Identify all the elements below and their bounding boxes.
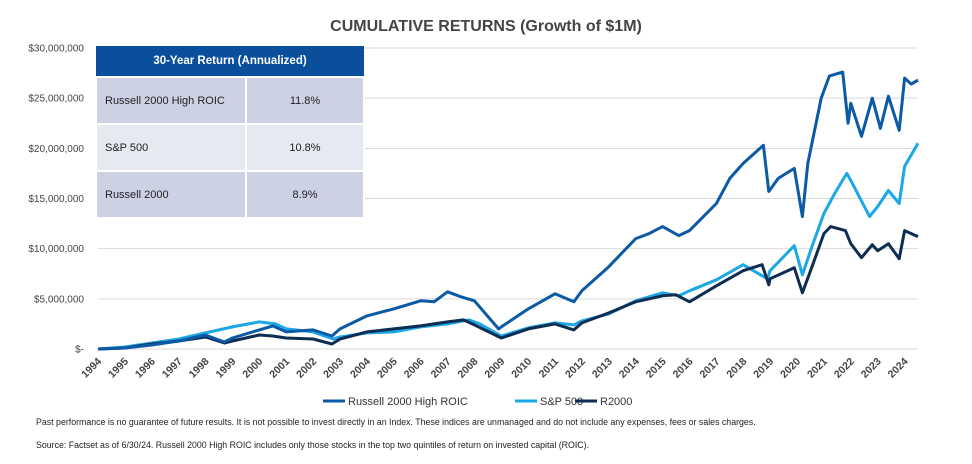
index-name: Russell 2000	[95, 170, 247, 219]
legend: Russell 2000 High ROIC S&P 500 R2000	[323, 396, 632, 408]
x-tick-label: 2014	[617, 356, 642, 381]
return-value: 10.8%	[245, 123, 365, 172]
x-tick-label: 2024	[886, 356, 911, 381]
x-tick-label: 2013	[590, 356, 615, 381]
annualized-return-table: 30-Year Return (Annualized) Russell 2000…	[95, 46, 365, 219]
source-note: Source: Factset as of 6/30/24. Russell 2…	[36, 440, 590, 450]
x-tick-label: 1994	[79, 356, 104, 381]
table-row: Russell 2000 High ROIC 11.8%	[95, 76, 365, 125]
x-tick-label: 2000	[240, 356, 265, 381]
x-tick-label: 2018	[724, 356, 749, 381]
table-row: S&P 500 10.8%	[95, 123, 365, 172]
x-tick-label: 2016	[671, 356, 696, 381]
legend-label: S&P 500	[540, 396, 583, 408]
x-tick-label: 1999	[214, 356, 239, 381]
series-line-0	[97, 70, 919, 351]
x-tick-label: 2023	[859, 356, 884, 381]
return-value: 11.8%	[245, 76, 365, 125]
x-tick-label: 1995	[106, 356, 131, 381]
x-tick-label: 2001	[267, 356, 292, 381]
y-tick-label: $25,000,000	[28, 94, 84, 105]
x-tick-label: 2007	[429, 356, 454, 381]
x-tick-label: 2021	[805, 356, 830, 381]
x-tick-label: 2009	[482, 356, 507, 381]
gridlines	[98, 47, 918, 350]
return-value: 8.9%	[245, 170, 365, 219]
x-tick-label: 2019	[751, 356, 776, 381]
x-tick-label: 2012	[563, 356, 588, 381]
cumulative-returns-chart: CUMULATIVE RETURNS (Growth of $1M) $- $5,…	[28, 18, 920, 408]
y-tick-label: $10,000,000	[28, 244, 84, 255]
table-header: 30-Year Return (Annualized)	[96, 46, 364, 77]
index-name: Russell 2000 High ROIC	[95, 76, 247, 125]
y-tick-label: $5,000,000	[34, 294, 84, 305]
chart-title: CUMULATIVE RETURNS (Growth of $1M)	[330, 18, 642, 35]
legend-label: Russell 2000 High ROIC	[348, 396, 468, 408]
series-lines	[97, 70, 920, 351]
y-tick-label: $30,000,000	[28, 44, 84, 55]
x-tick-label: 2015	[644, 356, 669, 381]
y-tick-label: $20,000,000	[28, 144, 84, 155]
x-tick-label: 2005	[375, 356, 400, 381]
x-tick-label: 1996	[133, 356, 158, 381]
series-line-1	[97, 142, 920, 351]
y-axis: $- $5,000,000 $10,000,000 $15,000,000 $20,00…	[28, 44, 84, 356]
y-tick-label: $-	[75, 345, 84, 356]
x-tick-label: 2022	[832, 356, 857, 381]
x-tick-label: 2008	[456, 356, 481, 381]
x-tick-label: 2004	[348, 356, 373, 381]
index-name: S&P 500	[95, 123, 247, 172]
x-tick-label: 2006	[402, 356, 427, 381]
table-row: Russell 2000 8.9%	[95, 170, 365, 219]
x-tick-label: 2017	[697, 356, 722, 381]
x-tick-label: 2010	[509, 356, 534, 381]
x-tick-label: 2020	[778, 356, 803, 381]
x-tick-label: 2003	[321, 356, 346, 381]
series-line-2	[97, 225, 919, 351]
disclaimer-note: Past performance is no guarantee of futu…	[36, 417, 756, 427]
x-axis: 1994 1995 1996 1997 1998 1999 2000 2001 2002 2003…	[79, 356, 911, 381]
x-tick-label: 1998	[187, 356, 212, 381]
legend-label: R2000	[600, 396, 632, 408]
x-tick-label: 1997	[160, 356, 185, 381]
y-tick-label: $15,000,000	[28, 194, 84, 205]
x-tick-label: 2002	[294, 356, 319, 381]
x-tick-label: 2011	[537, 356, 562, 381]
